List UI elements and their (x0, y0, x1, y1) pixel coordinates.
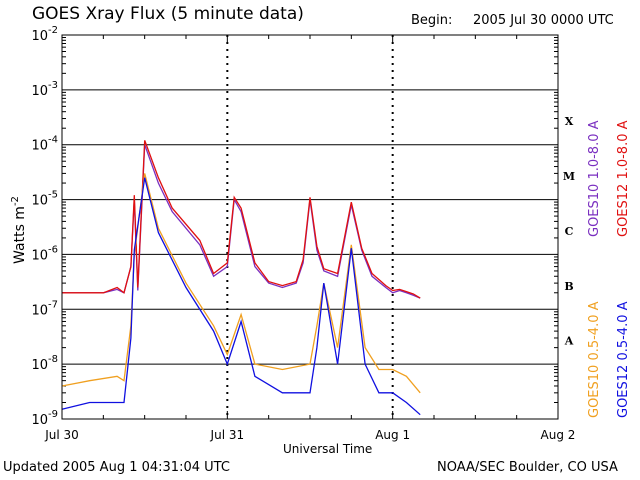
y-tick-labels: 10-9 10-8 10-7 10-6 10-5 10-4 10-3 10-2 (31, 25, 58, 428)
y-tick-label: 10-2 (31, 25, 58, 44)
legend-entry: GOES10 1.0-8.0 A (587, 120, 602, 237)
y-axis-label: Watts m-2 (10, 196, 28, 264)
flare-class-label: A (564, 335, 574, 348)
chart-title: GOES Xray Flux (5 minute data) (32, 4, 304, 24)
credit-label: NOAA/SEC Boulder, CO USA (437, 460, 618, 475)
y-tick-label: 10-7 (31, 299, 58, 318)
series-layer (61, 140, 421, 416)
y-tick-label: 10-6 (31, 244, 58, 263)
series-line-3 (61, 173, 421, 394)
series-line-2 (62, 140, 421, 299)
flare-class-labels: A B C M X (563, 115, 575, 347)
legend-entry: GOES12 0.5-4.0 A (616, 301, 631, 418)
plot-frame (61, 34, 559, 420)
series-line-1 (62, 144, 421, 299)
legend: GOES10 1.0-8.0 A GOES12 1.0-8.0 A GOES10 0… (587, 120, 631, 418)
flare-class-label: X (565, 115, 574, 128)
x-tick-label: Aug 2 (541, 428, 576, 442)
x-tick-label: Aug 1 (375, 428, 410, 442)
y-tick-label: 10-5 (31, 190, 58, 209)
updated-timestamp: Updated 2005 Aug 1 04:31:04 UTC (3, 460, 230, 475)
begin-label: Begin: (411, 13, 453, 28)
x-axis-label: Universal Time (283, 442, 373, 456)
series-line-4 (61, 177, 421, 416)
y-tick-label: 10-4 (31, 135, 58, 154)
flare-class-label: M (563, 170, 575, 183)
y-tick-label: 10-9 (31, 409, 58, 428)
y-tick-label: 10-8 (31, 354, 58, 373)
flare-class-label: B (564, 280, 573, 293)
x-tick-labels: Jul 30 Jul 31 Aug 1 Aug 2 (44, 428, 575, 442)
legend-entry: GOES12 1.0-8.0 A (616, 120, 631, 237)
flare-class-label: C (565, 225, 574, 238)
y-tick-label: 10-3 (31, 80, 58, 99)
x-tick-label: Jul 30 (44, 428, 79, 442)
x-tick-label: Jul 31 (210, 428, 245, 442)
legend-entry: GOES10 0.5-4.0 A (587, 301, 602, 418)
begin-value: 2005 Jul 30 0000 UTC (473, 13, 614, 28)
